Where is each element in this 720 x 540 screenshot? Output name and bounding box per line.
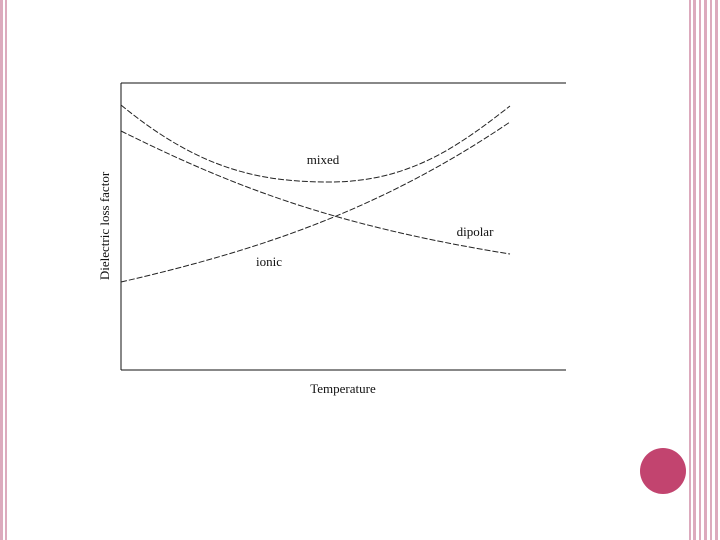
stripe: [693, 0, 696, 540]
stripe: [5, 0, 7, 540]
plot-frame: [120, 82, 566, 371]
stripe: [0, 0, 3, 540]
mixed-curve: [120, 104, 511, 183]
stripe: [710, 0, 712, 540]
curve-label: mixed: [307, 152, 340, 167]
stripe: [699, 0, 701, 540]
dipolar-curve: [120, 130, 511, 255]
y-axis-label: Dielectric loss factor: [97, 171, 112, 280]
x-axis-label: Temperature: [310, 381, 376, 396]
curve-label: ionic: [256, 254, 282, 269]
curve-label: dipolar: [457, 224, 494, 239]
stripe: [704, 0, 707, 540]
stripe: [715, 0, 718, 540]
stripe: [689, 0, 691, 540]
decor-circle: [640, 448, 686, 494]
ionic-curve: [120, 121, 511, 283]
right-stripes: [689, 0, 718, 540]
left-stripes: [0, 0, 7, 540]
